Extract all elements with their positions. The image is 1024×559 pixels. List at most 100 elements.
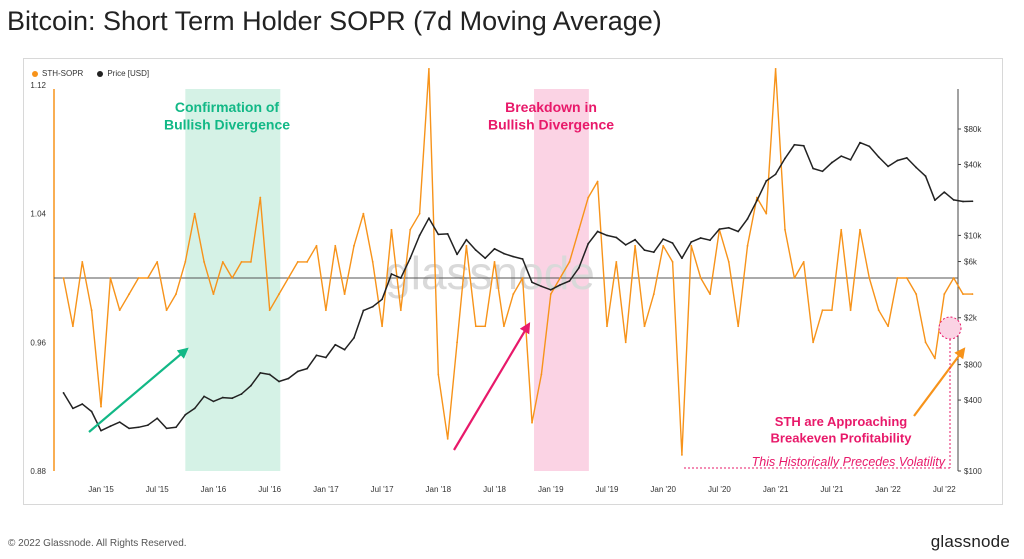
price-point bbox=[62, 392, 65, 394]
sopr-point bbox=[727, 261, 730, 263]
sopr-point bbox=[737, 325, 740, 328]
price-point bbox=[146, 424, 149, 427]
sopr-point bbox=[165, 309, 168, 312]
sopr-point bbox=[849, 309, 852, 312]
sopr-point bbox=[493, 261, 496, 263]
sopr-point bbox=[109, 277, 112, 279]
sopr-point bbox=[221, 261, 224, 263]
price-point bbox=[671, 242, 674, 245]
sopr-point bbox=[62, 277, 65, 279]
price-point bbox=[90, 410, 93, 413]
sopr-point bbox=[587, 196, 590, 199]
y-right-tick-label: $2k bbox=[964, 314, 978, 323]
price-point bbox=[549, 288, 552, 291]
sopr-point bbox=[184, 261, 187, 263]
sopr-point bbox=[793, 277, 796, 279]
x-tick-label: Jan '20 bbox=[650, 485, 676, 494]
price-point bbox=[634, 238, 636, 241]
price-point bbox=[540, 285, 543, 288]
sopr-point bbox=[137, 277, 140, 279]
price-point bbox=[765, 180, 768, 182]
y-left-tick-label: 1.04 bbox=[30, 210, 46, 219]
legend-item-price[interactable]: Price [USD] bbox=[97, 69, 149, 78]
sopr-point bbox=[615, 261, 618, 263]
chart-svg: glassnode1.121.040.960.88$80k$40k$10k$6k… bbox=[30, 68, 982, 494]
price-point bbox=[830, 161, 833, 164]
price-point bbox=[231, 397, 234, 400]
price-point bbox=[690, 241, 693, 243]
price-point bbox=[746, 218, 749, 220]
x-tick-label: Jul '17 bbox=[371, 485, 394, 494]
sopr-point bbox=[512, 293, 515, 295]
legend-dot-price bbox=[97, 70, 104, 77]
y-right-tick-label: $40k bbox=[964, 160, 982, 169]
sopr-point bbox=[259, 196, 262, 199]
price-point bbox=[709, 239, 711, 242]
price-point bbox=[849, 158, 852, 161]
y-right-tick-label: $6k bbox=[964, 258, 978, 267]
price-point bbox=[699, 237, 702, 239]
price-point bbox=[896, 159, 899, 162]
sopr-point bbox=[962, 293, 964, 295]
sopr-point bbox=[887, 325, 889, 328]
price-point bbox=[212, 400, 215, 403]
y-left-tick-label: 1.12 bbox=[30, 81, 46, 90]
sopr-point bbox=[268, 309, 271, 312]
price-point bbox=[156, 417, 159, 420]
price-line bbox=[62, 141, 973, 432]
y-right-tick-label: $800 bbox=[964, 361, 982, 370]
sopr-point bbox=[193, 212, 196, 215]
legend-dot-sopr bbox=[32, 70, 38, 77]
price-point bbox=[465, 238, 468, 241]
price-point bbox=[399, 277, 402, 279]
sopr-point bbox=[81, 261, 84, 263]
price-point bbox=[306, 367, 309, 370]
copyright-footer: © 2022 Glassnode. All Rights Reserved. bbox=[8, 538, 187, 549]
price-point bbox=[315, 354, 318, 357]
sopr-point bbox=[671, 261, 674, 263]
sopr-point bbox=[175, 293, 177, 295]
sopr-point bbox=[390, 228, 393, 231]
sopr-point bbox=[952, 277, 955, 279]
price-point bbox=[624, 244, 627, 246]
legend-label-sopr: STH-SOPR bbox=[42, 69, 84, 78]
price-point bbox=[962, 200, 964, 203]
arrow-orange bbox=[913, 347, 966, 417]
sopr-point bbox=[549, 293, 552, 295]
y-right-tick-label: $100 bbox=[964, 467, 982, 476]
price-point bbox=[905, 156, 908, 159]
price-point bbox=[109, 425, 112, 428]
sopr-point bbox=[306, 261, 309, 263]
price-point bbox=[915, 166, 918, 169]
sopr-point bbox=[868, 277, 871, 279]
price-point bbox=[296, 370, 299, 373]
price-point bbox=[390, 273, 393, 275]
sopr-point bbox=[278, 293, 280, 295]
price-point bbox=[418, 234, 421, 237]
price-point bbox=[278, 380, 280, 383]
price-point bbox=[353, 336, 355, 339]
price-point bbox=[381, 298, 383, 301]
chart-frame: STH-SOPR Price [USD] glassnode 1.12 1.04 0.… bbox=[23, 58, 1003, 505]
chart-legend: STH-SOPR Price [USD] bbox=[32, 69, 149, 78]
x-tick-label: Jan '21 bbox=[763, 485, 789, 494]
price-point bbox=[493, 247, 496, 250]
legend-item-sopr[interactable]: STH-SOPR bbox=[32, 69, 83, 78]
x-tick-label: Jul '15 bbox=[146, 485, 169, 494]
price-point bbox=[193, 407, 196, 410]
sopr-point bbox=[474, 325, 477, 328]
sopr-point bbox=[296, 261, 299, 263]
price-point bbox=[718, 228, 721, 231]
price-point bbox=[681, 257, 683, 260]
sopr-point bbox=[596, 180, 599, 183]
sopr-point bbox=[643, 325, 646, 328]
price-point bbox=[165, 427, 168, 430]
x-tick-label: Jul '22 bbox=[933, 485, 956, 494]
sopr-point bbox=[399, 309, 402, 312]
price-point bbox=[859, 141, 861, 144]
sopr-point bbox=[156, 261, 159, 263]
sopr-point bbox=[784, 228, 786, 231]
sopr-point bbox=[531, 421, 533, 424]
sopr-point bbox=[100, 405, 102, 408]
sopr-point bbox=[465, 244, 468, 247]
